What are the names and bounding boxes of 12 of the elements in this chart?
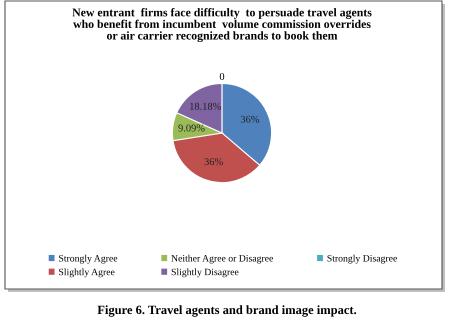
data-label: 9.09% (178, 124, 205, 132)
chart-title: New entrant firms face difficulty to persuade travel agents who benefit from incumbent volume commission overrides or air carrier recognized brands to book them (72, 8, 372, 42)
data-label: 18.18% (190, 102, 221, 110)
data-label: 36% (240, 116, 260, 123)
caption: Figure 6. Travel agents and brand image impact. (98, 305, 356, 317)
legend-label: Strongly Disagree (327, 254, 397, 264)
data-label: 36% (204, 158, 223, 166)
legend-label: Slightly Agree (59, 268, 115, 278)
text: 0 (220, 73, 224, 80)
legend-label: Neither Agree or Disagree (171, 254, 274, 264)
legend-label: Strongly Agree (59, 254, 118, 264)
legend-label: Slightly Disagree (172, 268, 238, 278)
